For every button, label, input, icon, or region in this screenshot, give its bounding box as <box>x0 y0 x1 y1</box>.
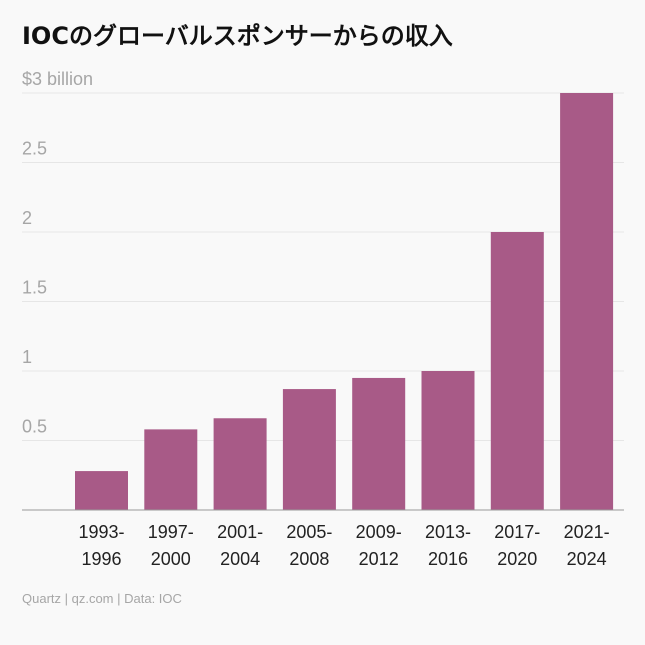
x-tick-label: 2004 <box>220 549 260 569</box>
y-tick-label: 1 <box>22 347 32 367</box>
x-tick-label: 2000 <box>151 549 191 569</box>
y-tick-label: 2.5 <box>22 139 47 159</box>
source-footer: Quartz | qz.com | Data: IOC <box>22 591 182 606</box>
x-tick-label: 1996 <box>81 549 121 569</box>
bar <box>144 429 198 510</box>
x-tick-label: 1993- <box>78 522 124 542</box>
x-tick-label: 2024 <box>567 549 607 569</box>
x-tick-label: 2001- <box>217 522 263 542</box>
x-tick-label: 2017- <box>494 522 540 542</box>
y-tick-label: 1.5 <box>22 278 47 298</box>
y-tick-label: 2 <box>22 208 32 228</box>
bar <box>490 232 544 510</box>
bar <box>421 371 475 510</box>
x-tick-label: 2013- <box>425 522 471 542</box>
grid-lines <box>22 92 624 441</box>
bars <box>75 93 614 510</box>
y-tick-label: $3 billion <box>22 69 93 89</box>
x-tick-label: 2005- <box>286 522 332 542</box>
x-tick-label: 2021- <box>564 522 610 542</box>
chart-title: IOCのグローバルスポンサーからの収入 <box>22 22 453 50</box>
x-axis-labels: 1993- 1996 1997- 2000 2001- 2004 2005- 2008 2009… <box>78 522 609 569</box>
x-tick-label: 2012 <box>359 549 399 569</box>
bar <box>75 471 128 510</box>
bar <box>282 389 336 510</box>
y-tick-label: 0.5 <box>22 417 47 437</box>
bar <box>352 377 406 510</box>
x-tick-label: 2016 <box>428 549 468 569</box>
bar <box>560 93 614 510</box>
bar <box>213 418 267 510</box>
x-tick-label: 2009- <box>356 522 402 542</box>
y-axis-labels: 0.5 1 1.5 2 2.5 $3 billion <box>22 69 93 437</box>
x-tick-label: 1997- <box>148 522 194 542</box>
x-tick-label: 2020 <box>497 549 537 569</box>
x-tick-label: 2008 <box>289 549 329 569</box>
